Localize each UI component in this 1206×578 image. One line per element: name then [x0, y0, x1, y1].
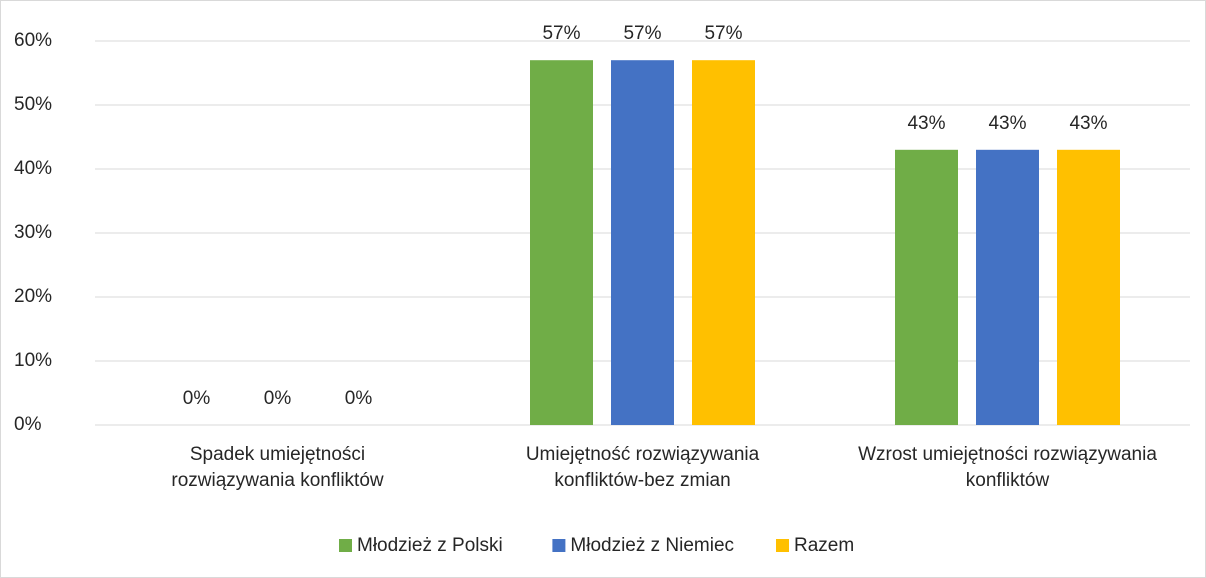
- bar: [976, 149, 1039, 426]
- y-tick-label: 40%: [14, 158, 52, 179]
- y-tick-label: 20%: [14, 286, 52, 307]
- data-label: 43%: [1069, 113, 1107, 134]
- bar: [611, 60, 674, 425]
- legend-label: Razem: [794, 535, 854, 556]
- legend-swatch: [552, 539, 566, 552]
- legend-label: Młodzież z Polski: [357, 535, 503, 556]
- y-tick-label: 60%: [14, 30, 52, 51]
- y-tick-label: 50%: [14, 94, 52, 115]
- legend-label: Młodzież z Niemiec: [570, 535, 734, 556]
- y-tick-label: 0%: [14, 414, 42, 435]
- data-label: 57%: [623, 23, 661, 44]
- bar: [692, 60, 755, 425]
- data-label: 57%: [542, 23, 580, 44]
- bar: [895, 149, 958, 426]
- legend-swatch: [339, 539, 352, 552]
- x-tick-label: Umiejętność rozwiązywania konfliktów-bez…: [525, 444, 760, 491]
- data-label: 0%: [345, 388, 373, 409]
- bar: [1057, 149, 1120, 426]
- y-tick-label: 10%: [14, 350, 52, 371]
- data-label: 43%: [988, 113, 1026, 134]
- x-tick-label: Wzrost umiejętności rozwiązywania konfli…: [858, 444, 1157, 491]
- data-label: 43%: [907, 113, 945, 134]
- data-label: 0%: [264, 388, 292, 409]
- y-tick-label: 30%: [14, 222, 52, 243]
- x-tick-label: Spadek umiejętności rozwiązywania konfli…: [171, 444, 384, 491]
- legend-swatch: [776, 539, 789, 552]
- data-label: 57%: [704, 23, 742, 44]
- bar: [530, 60, 593, 425]
- data-label: 0%: [183, 388, 211, 409]
